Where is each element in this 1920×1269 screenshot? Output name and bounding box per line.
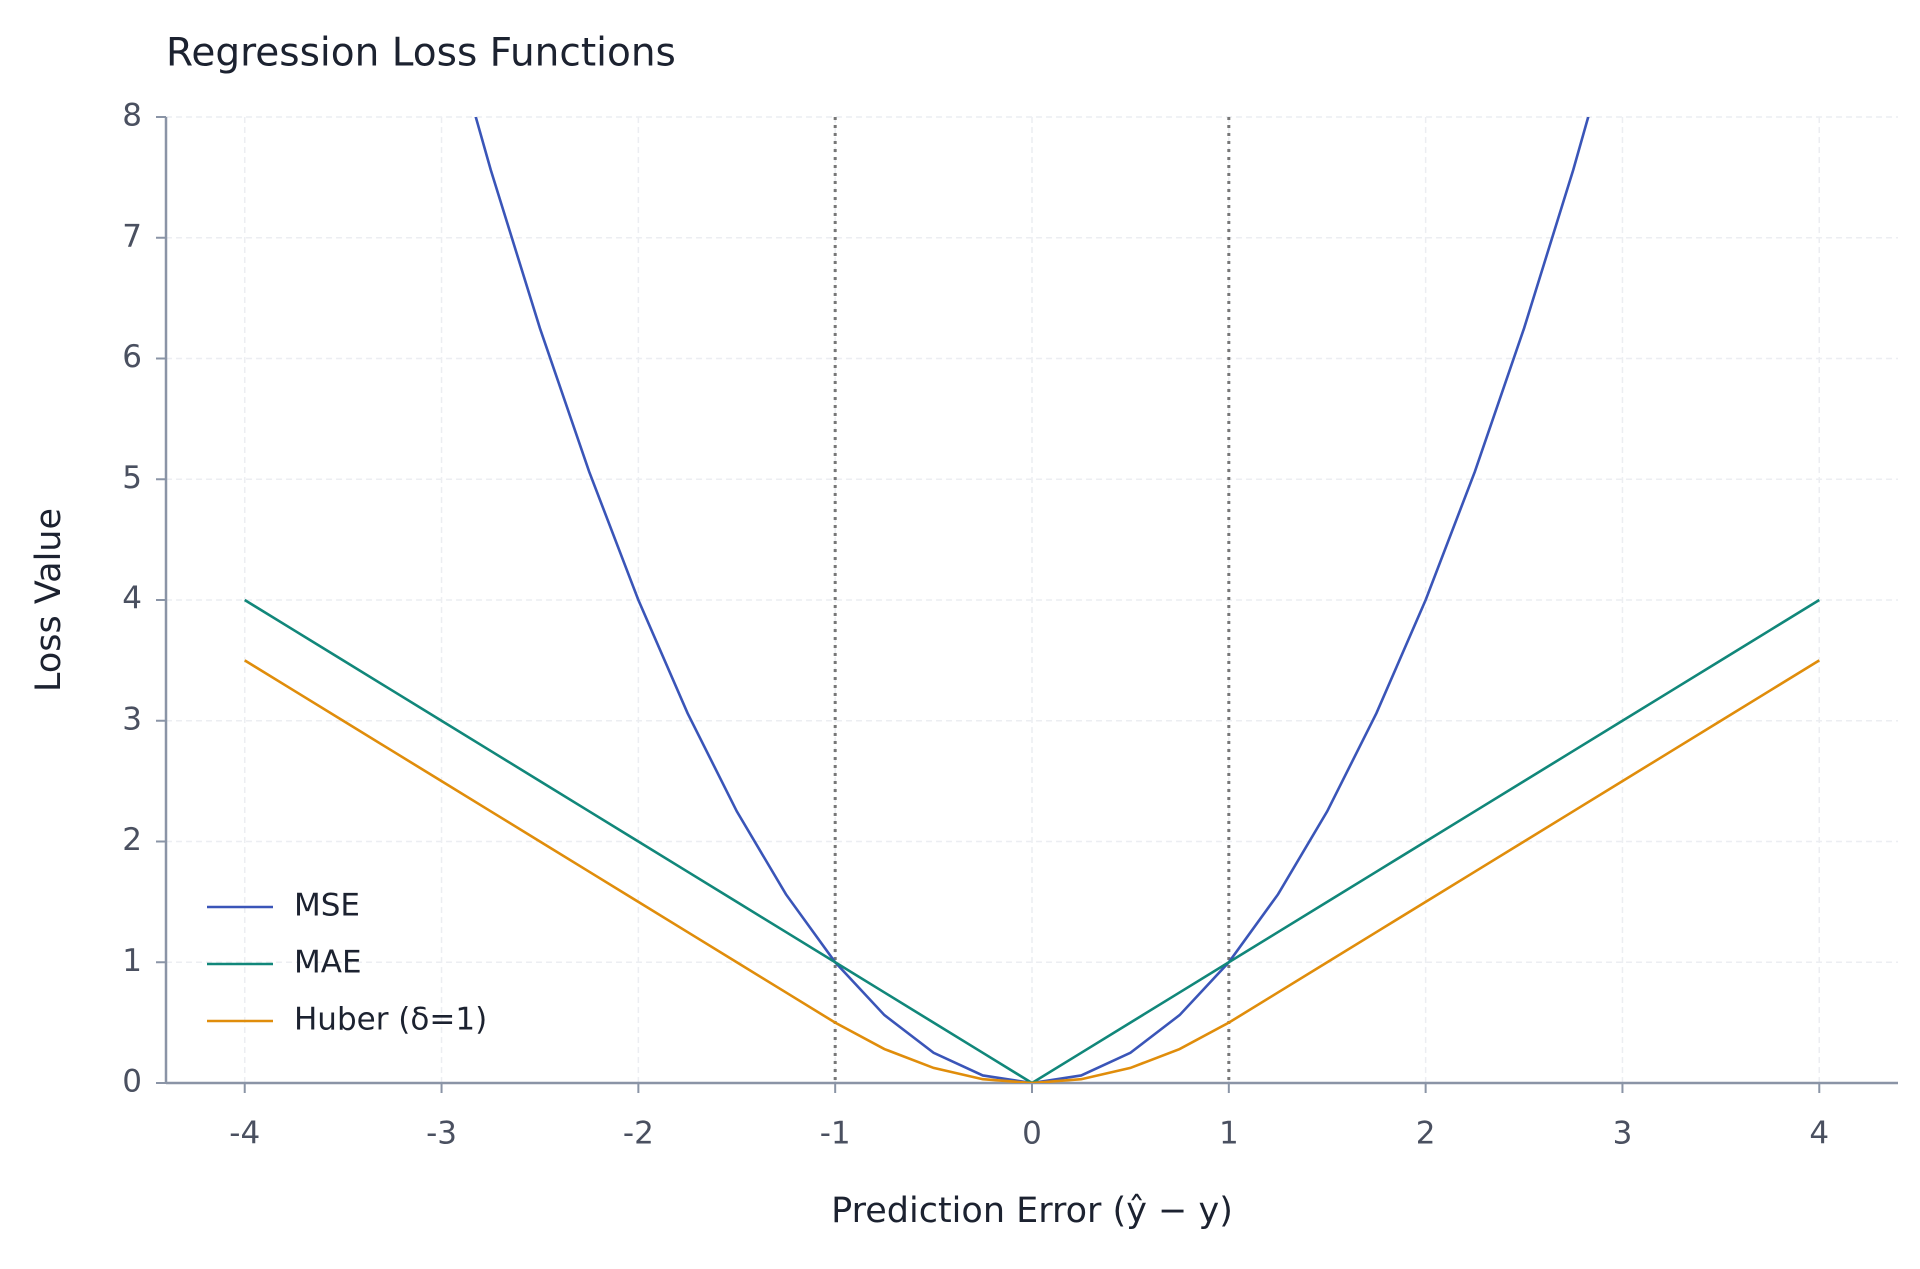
y-tick-label: 5 <box>122 460 142 496</box>
chart-title: Regression Loss Functions <box>166 31 676 76</box>
y-tick-label: 1 <box>122 943 142 979</box>
x-tick-label: 2 <box>1416 1116 1436 1152</box>
x-tick-label: 3 <box>1613 1116 1633 1152</box>
x-tick-label: -4 <box>229 1116 260 1152</box>
y-tick-label: 2 <box>122 822 142 858</box>
y-tick-label: 8 <box>122 98 142 134</box>
y-tick-label: 6 <box>122 339 142 375</box>
x-tick-label: 0 <box>1022 1116 1042 1152</box>
y-tick-label: 7 <box>122 218 142 254</box>
legend-text: Huber (δ=1) <box>294 1002 487 1038</box>
x-axis-label: Prediction Error (ŷ − y) <box>831 1191 1233 1231</box>
y-tick-label: 4 <box>122 581 142 617</box>
x-tick-label: 1 <box>1219 1116 1239 1152</box>
legend-text: MAE <box>294 945 362 981</box>
x-tick-label: -2 <box>623 1116 654 1152</box>
line-series <box>474 117 1590 1083</box>
y-tick-label: 0 <box>122 1064 142 1100</box>
line-series <box>244 598 1820 1083</box>
line-series <box>244 659 1820 1083</box>
y-tick-label: 3 <box>122 701 142 737</box>
x-tick-label: 4 <box>1809 1116 1829 1152</box>
legend-text: MSE <box>294 888 360 924</box>
x-tick-label: -3 <box>426 1116 457 1152</box>
x-tick-label: -1 <box>820 1116 851 1152</box>
y-axis-label: Loss Value <box>29 508 69 692</box>
